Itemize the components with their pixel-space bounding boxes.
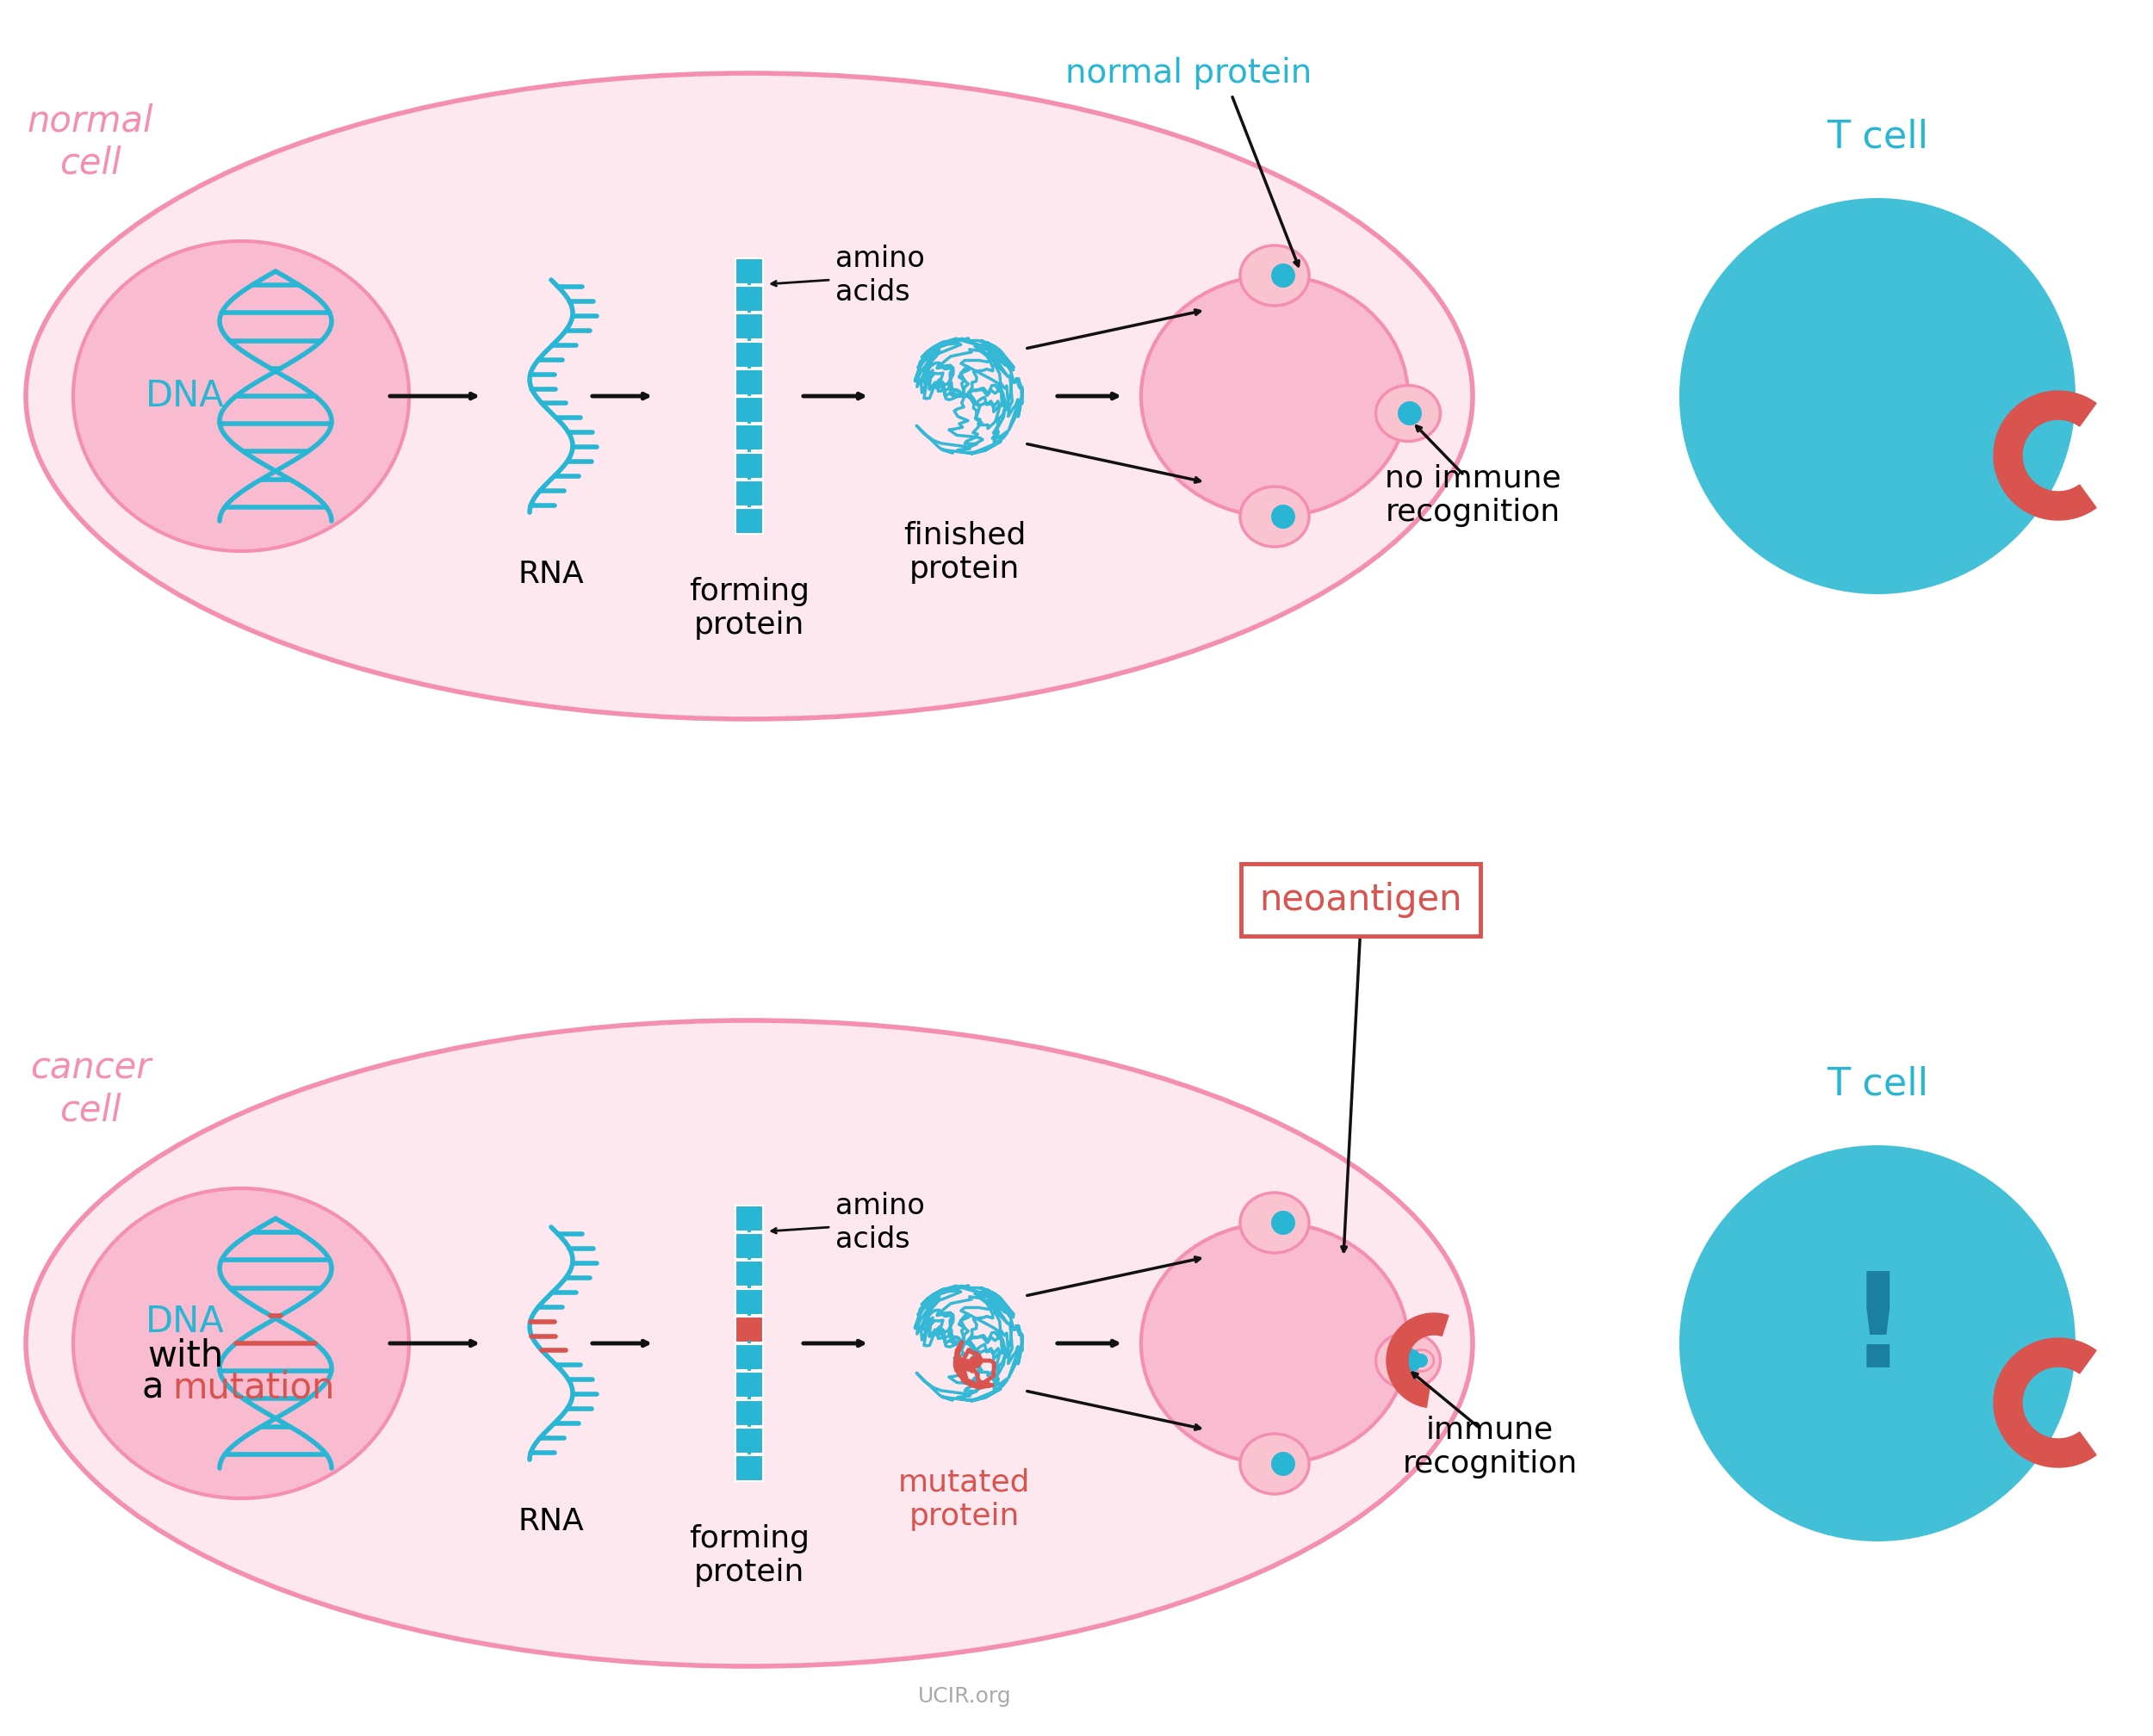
Bar — [736, 370, 762, 396]
Text: neoantigen: neoantigen — [1260, 882, 1462, 918]
Bar — [736, 1316, 762, 1342]
Text: forming
protein: forming protein — [689, 576, 810, 641]
Text: with: with — [146, 1338, 224, 1375]
Text: DNA: DNA — [146, 378, 224, 415]
Circle shape — [1270, 264, 1296, 288]
Bar — [736, 1427, 762, 1453]
Text: !: ! — [1847, 1266, 1908, 1394]
Text: T cell: T cell — [1826, 118, 1929, 155]
Bar — [736, 1344, 762, 1370]
Polygon shape — [1387, 1312, 1449, 1408]
Bar — [736, 286, 762, 312]
Bar — [736, 1399, 762, 1425]
Ellipse shape — [1141, 276, 1408, 517]
Ellipse shape — [1408, 1351, 1434, 1371]
Circle shape — [1679, 1146, 2075, 1542]
Bar — [736, 1371, 762, 1397]
Text: mutation: mutation — [172, 1370, 334, 1406]
Text: RNA: RNA — [519, 1507, 583, 1536]
Text: finished
protein: finished protein — [904, 521, 1025, 585]
Ellipse shape — [73, 241, 409, 550]
Circle shape — [1270, 505, 1296, 529]
Text: forming
protein: forming protein — [689, 1524, 810, 1587]
Bar — [736, 342, 762, 368]
Circle shape — [1679, 198, 2075, 594]
Text: amino
acids: amino acids — [835, 1193, 926, 1253]
Text: normal protein: normal protein — [1066, 57, 1311, 90]
Ellipse shape — [26, 73, 1473, 719]
Text: normal
cell: normal cell — [28, 102, 153, 181]
Bar — [736, 398, 762, 424]
Polygon shape — [1994, 391, 2097, 521]
Circle shape — [1397, 401, 1421, 425]
Bar — [736, 425, 762, 451]
Ellipse shape — [1240, 1193, 1309, 1253]
Text: a: a — [142, 1370, 177, 1406]
Ellipse shape — [1376, 1333, 1440, 1389]
Text: mutated
protein: mutated protein — [898, 1469, 1031, 1531]
Bar — [736, 1288, 762, 1314]
Bar — [736, 1260, 762, 1286]
Text: RNA: RNA — [519, 559, 583, 589]
Text: cancer
cell: cancer cell — [30, 1050, 151, 1128]
Bar — [736, 259, 762, 285]
Text: no immune
recognition: no immune recognition — [1384, 464, 1561, 526]
Text: UCIR.org: UCIR.org — [917, 1686, 1012, 1706]
Text: amino
acids: amino acids — [835, 245, 926, 306]
Bar — [736, 453, 762, 479]
Ellipse shape — [1240, 1434, 1309, 1495]
Polygon shape — [1994, 1338, 2097, 1467]
Ellipse shape — [1376, 385, 1440, 441]
Circle shape — [1397, 1349, 1421, 1373]
Bar — [736, 1205, 762, 1231]
Ellipse shape — [1240, 486, 1309, 547]
Ellipse shape — [73, 1189, 409, 1498]
Circle shape — [1270, 1210, 1296, 1234]
Bar — [736, 1455, 762, 1481]
Circle shape — [1270, 1451, 1296, 1476]
Bar — [736, 481, 762, 507]
Bar — [736, 314, 762, 340]
Bar — [736, 1233, 762, 1259]
Ellipse shape — [1141, 1222, 1408, 1463]
Bar — [736, 509, 762, 535]
Ellipse shape — [26, 1021, 1473, 1667]
Text: immune
recognition: immune recognition — [1402, 1415, 1578, 1479]
Ellipse shape — [1240, 245, 1309, 306]
Text: T cell: T cell — [1826, 1066, 1929, 1102]
Text: DNA: DNA — [146, 1304, 224, 1340]
Circle shape — [1415, 1354, 1427, 1368]
